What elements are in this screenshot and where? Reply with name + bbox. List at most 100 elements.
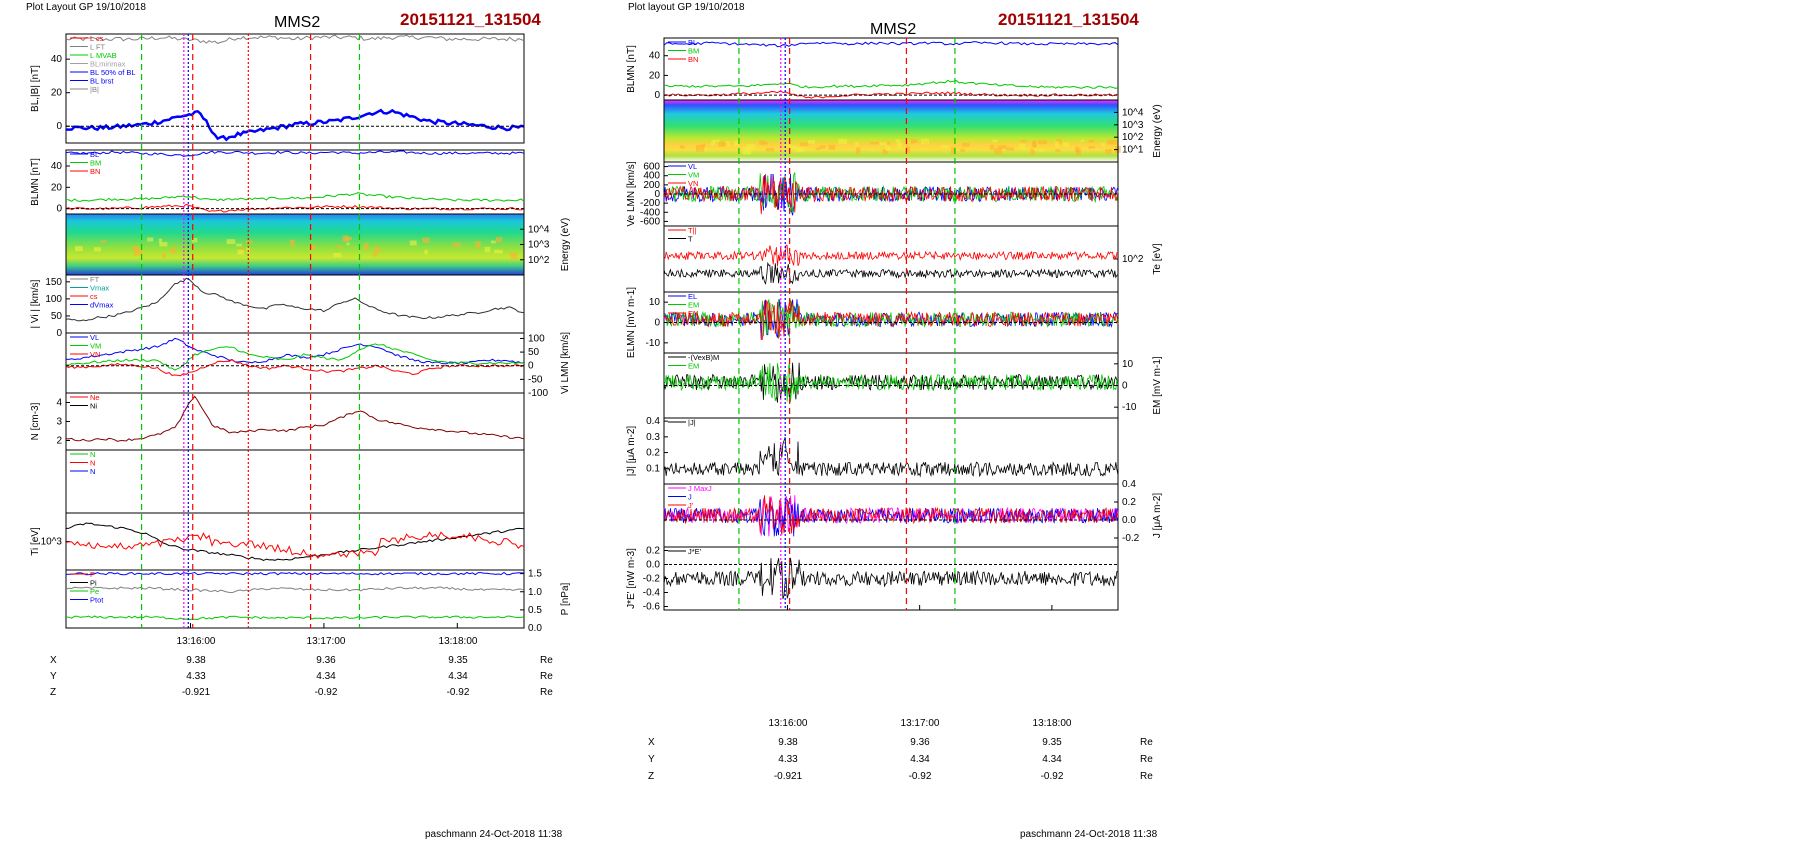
tick-label: 10^4 xyxy=(1122,107,1144,118)
spectrogram-pixel xyxy=(510,252,518,260)
axis-label: N [cm-3] xyxy=(30,402,41,440)
legend-entry: -(VexB)M xyxy=(688,353,719,362)
panel-6: |J| [μA m-2] 0.4 0.3 0.2 0.1 |J| xyxy=(626,416,1119,485)
legend-entry: BLminmax xyxy=(90,60,126,69)
tick-label: 0.0 xyxy=(1122,515,1136,526)
axis-label: P [nPa] xyxy=(560,582,571,615)
legend-entry: FT xyxy=(90,275,100,284)
tick-label: -10 xyxy=(1122,402,1137,413)
spectrogram-pixel xyxy=(1038,148,1044,152)
legend-entry: BM xyxy=(688,47,699,56)
legend-entry: Pi xyxy=(90,579,97,588)
axis-label: ELMN [mV m-1] xyxy=(626,287,637,358)
page-header: Plot Layout GP 19/10/2018 xyxy=(26,2,146,13)
spectrogram-pixel xyxy=(742,148,752,155)
spectrogram-pixel xyxy=(1030,148,1035,155)
tick-label: 0.0 xyxy=(646,560,660,571)
spectrogram-pixel xyxy=(989,144,994,150)
legend-entry: J MaxJ xyxy=(688,484,712,493)
spectrogram-pixel xyxy=(700,144,706,147)
tick-label: 0 xyxy=(56,204,62,215)
series-line xyxy=(65,586,525,594)
time-tick-label: 13:16:00 xyxy=(769,718,808,729)
tick-label: 2 xyxy=(56,436,62,447)
spectrogram-pixel xyxy=(696,145,705,152)
ephemeris-value: -0.92 xyxy=(315,687,338,698)
panel-1: Energy (eV) 10^4 10^310^2 10^1 xyxy=(663,99,1163,163)
legend-entry: BN xyxy=(688,55,698,64)
series-line xyxy=(663,41,1119,48)
spectrogram-pixel xyxy=(1062,142,1069,147)
legend-entry: Ptot xyxy=(90,596,104,605)
spectrogram-pixel xyxy=(1055,141,1060,148)
spectrogram-pixel xyxy=(475,244,480,249)
legend-entry: EL xyxy=(688,292,697,301)
spectrogram-pixel xyxy=(1088,146,1095,149)
tick-label: 0 xyxy=(654,318,660,329)
tick-label: 20 xyxy=(51,182,63,193)
spectrogram-pixel xyxy=(807,140,815,144)
spectrogram-pixel xyxy=(1100,143,1106,146)
spectrogram-pixel xyxy=(191,238,198,243)
spectrogram-pixel xyxy=(1080,139,1085,143)
legend-entry: L cs xyxy=(90,34,104,43)
axis-label: |J| [μA m-2] xyxy=(626,426,637,477)
tick-label: 0.0 xyxy=(528,623,542,634)
spectrogram-pixel xyxy=(725,141,730,147)
tick-label: 10^2 xyxy=(1122,254,1144,265)
series-line xyxy=(65,277,525,322)
ephemeris-value: 9.36 xyxy=(910,737,930,748)
series-line xyxy=(65,34,525,44)
tick-label: 100 xyxy=(45,294,62,305)
series-line xyxy=(663,244,1119,267)
ephemeris-value: 4.34 xyxy=(910,754,930,765)
right-page: Plot layout GP 19/10/2018 MMS2 20151121_… xyxy=(626,2,1163,840)
spectrogram-pixel xyxy=(372,251,378,257)
axis-label: BL,|B| [nT] xyxy=(30,65,41,112)
legend-entry: VM xyxy=(90,342,101,351)
panel-frame xyxy=(663,417,1119,485)
spectrogram-pixel xyxy=(1033,141,1037,148)
legend-entry: BL xyxy=(90,150,99,159)
tick-label: 10^3 xyxy=(41,537,63,548)
page-footer: paschmann 24-Oct-2018 11:38 xyxy=(425,829,563,840)
axis-label: EM [mV m-1] xyxy=(1152,356,1163,415)
legend-entry: Ni xyxy=(90,402,97,411)
tick-label: -0.6 xyxy=(643,602,661,613)
ephemeris-unit: Re xyxy=(540,687,553,698)
ephemeris-value: 9.38 xyxy=(186,655,206,666)
legend-entry: VL xyxy=(688,162,697,171)
spectrogram-pixel xyxy=(742,146,750,149)
spectrogram-pixel xyxy=(819,145,826,149)
spectrogram-pixel xyxy=(1088,139,1095,143)
ephemeris-unit: Re xyxy=(540,671,553,682)
spectrogram-pixel xyxy=(854,142,859,147)
spectrogram-pixel xyxy=(289,239,295,247)
spectrogram-pixel xyxy=(913,139,918,143)
ephemeris-value: 4.34 xyxy=(316,671,336,682)
legend-entry: Ne xyxy=(90,393,100,402)
legend-entry: EM xyxy=(688,301,699,310)
spectrogram-pixel xyxy=(992,139,998,143)
panel-6: NNN xyxy=(65,449,525,514)
spectrogram-pixel xyxy=(342,235,349,243)
tick-label: 0 xyxy=(56,328,62,339)
ephemeris-name: Z xyxy=(648,771,654,782)
left-page: Plot Layout GP 19/10/2018 MMS2 20151121_… xyxy=(26,2,571,840)
spectrogram-pixel xyxy=(887,141,891,148)
series-line xyxy=(65,203,525,213)
spectrogram-pixel xyxy=(1038,140,1048,145)
tick-label: -600 xyxy=(640,216,660,227)
series-line xyxy=(65,343,525,371)
tick-label: -0.2 xyxy=(1122,533,1140,544)
axis-label: | Vi | [km/s] xyxy=(30,279,41,328)
spectrogram-pixel xyxy=(484,246,491,253)
spectrogram-pixel xyxy=(759,140,765,145)
series-line xyxy=(663,361,1119,403)
spectrogram-pixel xyxy=(855,147,861,155)
legend-entry: Pe xyxy=(90,587,99,596)
panel-7: Ti [eV] 10^3 xyxy=(30,512,525,571)
